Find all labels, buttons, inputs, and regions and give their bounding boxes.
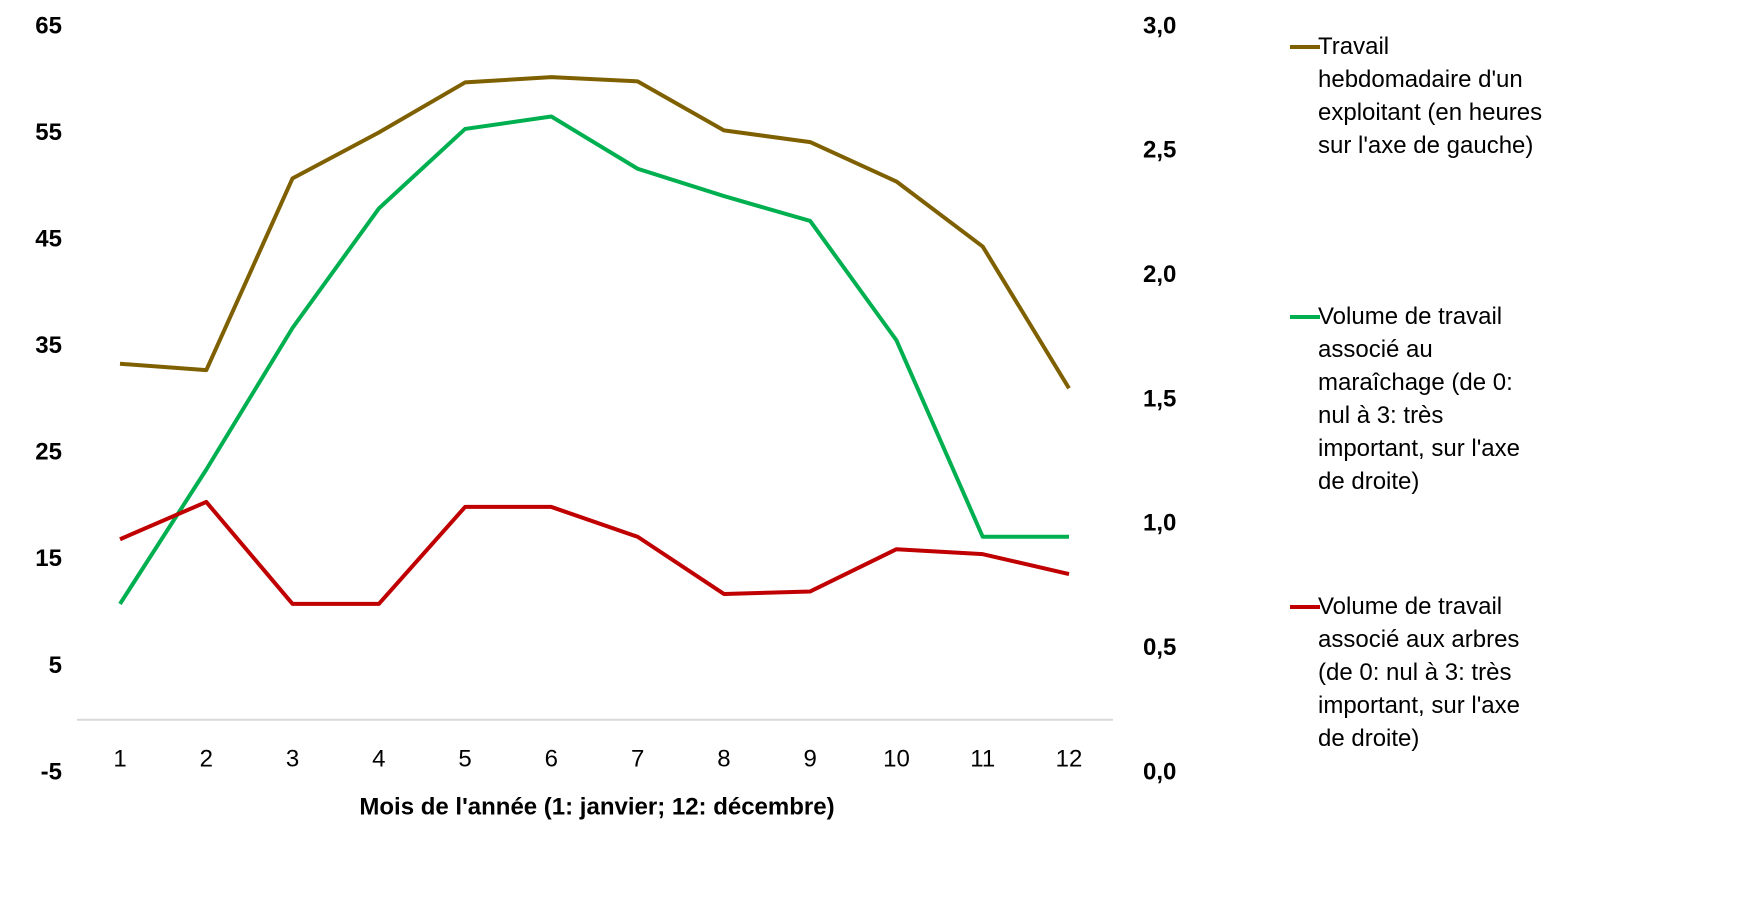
x-tick-label: 9: [804, 745, 817, 772]
y2-tick-label: 2,5: [1143, 137, 1176, 164]
y-tick-label: 15: [35, 545, 62, 572]
series-line: [118, 114, 1069, 605]
x-tick-label: 2: [200, 745, 213, 772]
legend-label: Volume de travail associé aux arbres (de…: [1318, 593, 1520, 752]
y2-tick-label: 0,0: [1143, 758, 1176, 785]
y-tick-label: 25: [35, 439, 62, 466]
y2-tick-label: 1,0: [1143, 510, 1176, 537]
x-tick-label: 1: [113, 745, 126, 772]
legend-label: Volume de travail associé au maraîchage …: [1318, 303, 1520, 495]
x-tick-label: 5: [458, 745, 471, 772]
y-tick-label: 65: [35, 12, 62, 39]
y-tick-label: 45: [35, 225, 62, 252]
x-tick-label: 8: [717, 745, 730, 772]
x-tick-label: 4: [372, 745, 385, 772]
x-tick-label: 12: [1056, 745, 1083, 772]
series-line: [119, 499, 1070, 606]
legend-swatch: [1290, 315, 1320, 319]
y-tick-label: 55: [35, 119, 62, 146]
y2-tick-label: 0,5: [1143, 634, 1176, 661]
legend-swatch: [1290, 45, 1320, 49]
y-tick-label: 5: [49, 652, 62, 679]
y2-tick-label: 3,0: [1143, 12, 1176, 39]
x-tick-label: 7: [631, 745, 644, 772]
y2-tick-label: 2,0: [1143, 261, 1176, 288]
y-tick-label: -5: [41, 758, 62, 785]
x-tick-label: 10: [883, 745, 910, 772]
y-tick-label: 35: [35, 332, 62, 359]
y2-tick-label: 1,5: [1143, 385, 1176, 412]
legend-swatch: [1290, 605, 1320, 609]
x-axis-title: Mois de l'année (1: janvier; 12: décembr…: [359, 793, 834, 820]
x-tick-label: 11: [970, 745, 995, 772]
x-tick-label: 3: [286, 745, 299, 772]
series-line: [119, 75, 1071, 390]
x-tick-label: 6: [545, 745, 558, 772]
legend-label: Travail hebdomadaire d'un exploitant (en…: [1318, 33, 1543, 159]
